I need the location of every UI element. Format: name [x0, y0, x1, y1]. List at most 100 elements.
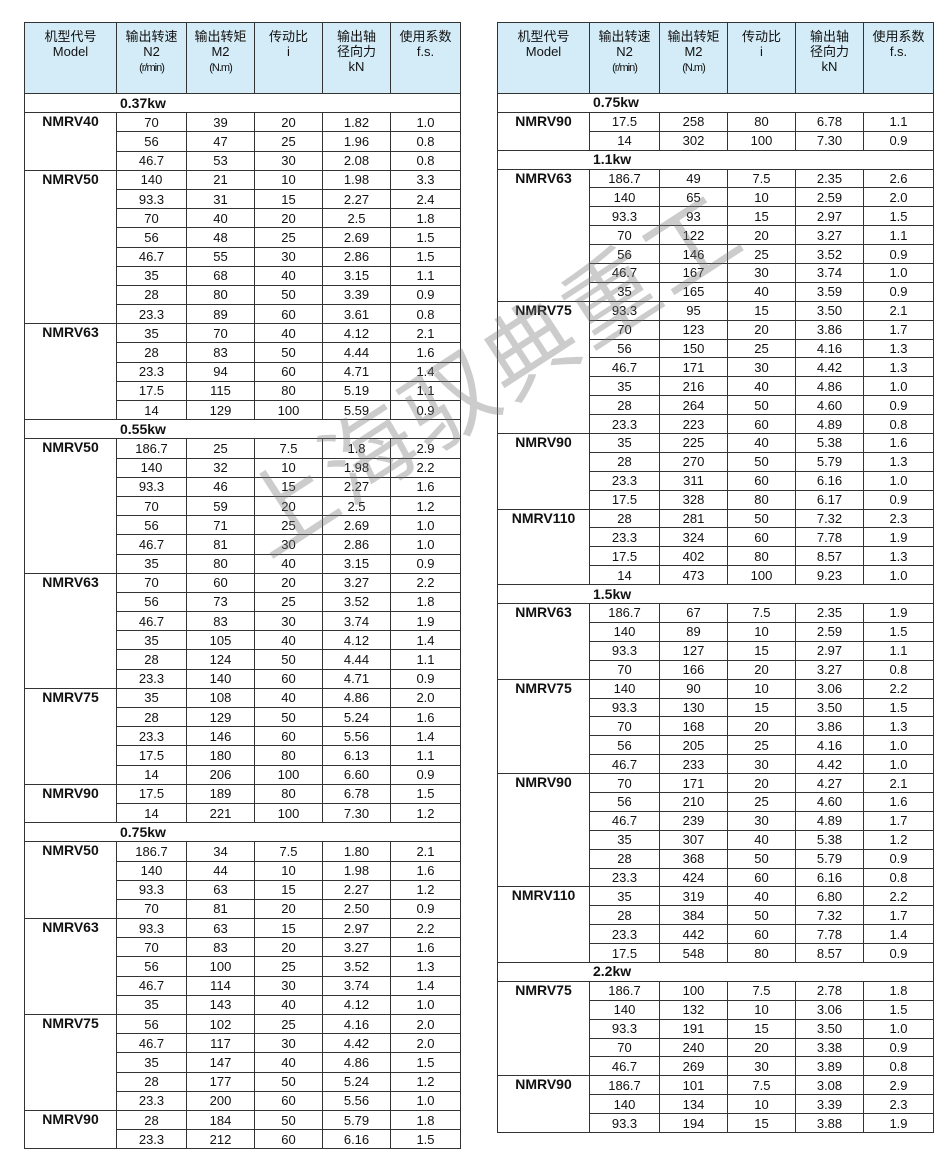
cell-fs: 0.9 [390, 898, 461, 920]
power-section-row: 0.37kw [24, 92, 461, 114]
cell-ratio: 80 [254, 745, 323, 766]
cell-ratio: 25 [254, 1013, 323, 1035]
cell-fs: 1.1 [863, 225, 934, 246]
header-row: 机型代号 Model 输出转速 N2 (r/min) 输出转矩 M2 (N.m) 传动比 i 输出轴… [497, 22, 934, 94]
cell-radial: 5.38 [795, 433, 864, 453]
cell-radial: 6.16 [795, 470, 864, 491]
cell-ratio: 40 [254, 687, 323, 709]
cell-radial: 7.78 [795, 527, 864, 548]
cell-radial: 4.60 [795, 791, 864, 812]
cell-m2: 101 [659, 1075, 728, 1096]
table-row: 46.7 81 30 2.86 1.0 [25, 534, 461, 555]
cell-ratio: 10 [727, 999, 796, 1020]
cell-fs: 1.2 [390, 495, 461, 517]
cell-ratio: 40 [254, 994, 323, 1016]
cell-fs: 1.0 [863, 565, 934, 586]
cell-m2: 55 [186, 246, 255, 267]
cell-radial: 8.57 [795, 546, 864, 567]
cell-n2: 140 [589, 1094, 660, 1115]
cell-ratio: 7.5 [254, 841, 323, 862]
table-row: NMRV63 186.7 67 7.5 2.35 1.9 [497, 603, 934, 680]
cell-radial: 7.30 [322, 802, 391, 824]
cell-fs: 1.6 [390, 937, 461, 958]
cell-n2: 186.7 [116, 841, 187, 862]
cell-radial: 6.80 [795, 886, 864, 907]
cell-n2: 93.3 [116, 476, 187, 497]
table-row: 46.7 167 30 3.74 1.0 [498, 263, 934, 283]
cell-ratio: 20 [254, 495, 323, 517]
cell-ratio: 30 [254, 150, 323, 171]
power-rating: 0.75kw [24, 822, 461, 843]
cell-n2: 46.7 [589, 754, 660, 775]
cell-radial: 4.44 [322, 342, 391, 363]
cell-m2: 80 [186, 284, 255, 306]
table-row: 14 302 100 7.30 0.9 [498, 130, 934, 151]
cell-fs: 0.9 [390, 399, 461, 421]
cell-radial: 3.27 [795, 225, 864, 246]
cell-ratio: 40 [254, 1052, 323, 1073]
cell-fs: 2.1 [390, 323, 461, 344]
cell-radial: 1.98 [322, 860, 391, 881]
cell-radial: 2.69 [322, 515, 391, 536]
cell-m2: 39 [186, 112, 255, 133]
cell-fs: 1.1 [390, 265, 461, 286]
cell-fs: 1.1 [863, 640, 934, 661]
cell-ratio: 60 [254, 361, 323, 382]
cell-radial: 3.74 [322, 975, 391, 996]
cell-fs: 3.3 [390, 169, 461, 190]
cell-n2: 23.3 [589, 470, 660, 491]
cell-radial: 1.8 [322, 438, 391, 459]
cell-n2: 23.3 [589, 867, 660, 888]
cell-radial: 4.16 [795, 338, 864, 359]
cell-m2: 123 [659, 319, 728, 340]
cell-fs: 0.8 [390, 150, 461, 171]
cell-fs: 1.0 [863, 735, 934, 756]
cell-radial: 5.38 [795, 829, 864, 850]
cell-n2: 70 [116, 112, 187, 133]
power-section-row: 1.5kw [497, 584, 934, 605]
cell-n2: 70 [116, 208, 187, 229]
cell-fs: 0.9 [863, 281, 934, 302]
cell-radial: 2.97 [795, 206, 864, 227]
cell-ratio: 15 [254, 879, 323, 900]
table-row: 14 129 100 5.59 0.9 [25, 399, 461, 421]
cell-n2: 17.5 [589, 546, 660, 567]
cell-ratio: 60 [727, 924, 796, 945]
cell-m2: 424 [659, 867, 728, 888]
cell-radial: 4.71 [322, 668, 391, 689]
cell-ratio: 50 [254, 649, 323, 670]
cell-fs: 1.6 [390, 860, 461, 881]
table-row: 23.3 223 60 4.89 0.8 [498, 414, 934, 435]
model-cell: NMRV110 [497, 508, 590, 586]
cell-radial: 3.38 [795, 1037, 864, 1058]
spec-table-right: 机型代号 Model 输出转速 N2 (r/min) 输出转矩 M2 (N.m) 传动比 i 输出轴… [497, 22, 934, 1133]
cell-m2: 129 [186, 399, 255, 421]
cell-ratio: 30 [254, 246, 323, 267]
cell-fs: 0.9 [390, 284, 461, 306]
cell-n2: 35 [116, 265, 187, 286]
table-row: 70 240 20 3.38 0.9 [498, 1037, 934, 1058]
cell-m2: 221 [186, 802, 255, 824]
cell-ratio: 100 [254, 802, 323, 824]
table-row: 23.3 212 60 6.16 1.5 [25, 1129, 461, 1150]
cell-n2: 70 [116, 572, 187, 593]
cell-radial: 3.86 [795, 319, 864, 340]
table-row: NMRV90 35 225 40 5.38 1.6 [497, 433, 934, 510]
cell-radial: 3.52 [322, 591, 391, 613]
cell-m2: 165 [659, 281, 728, 302]
cell-n2: 35 [589, 281, 660, 302]
cell-n2: 70 [589, 716, 660, 737]
cell-m2: 49 [659, 168, 728, 189]
model-cell: NMRV90 [497, 111, 590, 151]
cell-fs: 1.4 [390, 361, 461, 382]
model-cell: NMRV90 [24, 783, 117, 824]
cell-fs: 1.6 [390, 476, 461, 497]
cell-m2: 442 [659, 924, 728, 945]
cell-fs: 2.2 [390, 457, 461, 478]
cell-fs: 0.8 [390, 304, 461, 325]
cell-ratio: 50 [254, 284, 323, 306]
table-row: 140 32 10 1.98 2.2 [25, 457, 461, 478]
table-row: 23.3 94 60 4.71 1.4 [25, 361, 461, 382]
cell-fs: 2.3 [863, 1094, 934, 1115]
cell-m2: 240 [659, 1037, 728, 1058]
